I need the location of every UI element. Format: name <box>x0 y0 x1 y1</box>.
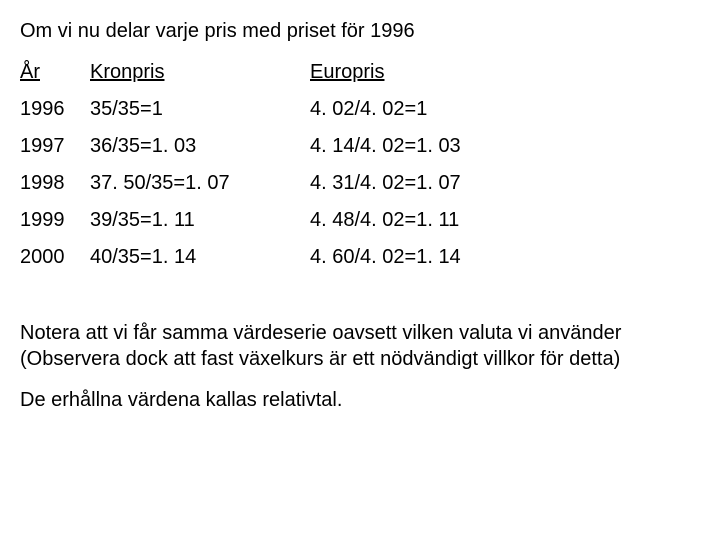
cell-kron: 40/35=1. 14 <box>90 246 310 283</box>
cell-euro: 4. 02/4. 02=1 <box>310 98 570 135</box>
note-1: Notera att vi får samma värdeserie oavse… <box>20 321 700 372</box>
cell-euro: 4. 60/4. 02=1. 14 <box>310 246 570 283</box>
table-row: 1997 36/35=1. 03 4. 14/4. 02=1. 03 <box>20 135 570 172</box>
note-2: De erhållna värdena kallas relativtal. <box>20 388 700 414</box>
cell-year: 1997 <box>20 135 90 172</box>
cell-kron: 39/35=1. 11 <box>90 209 310 246</box>
table-row: 1996 35/35=1 4. 02/4. 02=1 <box>20 98 570 135</box>
intro-text: Om vi nu delar varje pris med priset för… <box>20 20 700 43</box>
table-header-row: År Kronpris Europris <box>20 61 570 98</box>
cell-kron: 35/35=1 <box>90 98 310 135</box>
cell-year: 1996 <box>20 98 90 135</box>
cell-kron: 37. 50/35=1. 07 <box>90 172 310 209</box>
table-row: 1999 39/35=1. 11 4. 48/4. 02=1. 11 <box>20 209 570 246</box>
price-table: År Kronpris Europris 1996 35/35=1 4. 02/… <box>20 61 570 283</box>
cell-kron: 36/35=1. 03 <box>90 135 310 172</box>
table-body: 1996 35/35=1 4. 02/4. 02=1 1997 36/35=1.… <box>20 98 570 283</box>
cell-year: 1999 <box>20 209 90 246</box>
cell-euro: 4. 14/4. 02=1. 03 <box>310 135 570 172</box>
page: Om vi nu delar varje pris med priset för… <box>0 0 720 414</box>
header-kronpris: Kronpris <box>90 61 310 98</box>
table-row: 1998 37. 50/35=1. 07 4. 31/4. 02=1. 07 <box>20 172 570 209</box>
cell-year: 1998 <box>20 172 90 209</box>
cell-euro: 4. 31/4. 02=1. 07 <box>310 172 570 209</box>
table-head: År Kronpris Europris <box>20 61 570 98</box>
header-europris: Europris <box>310 61 570 98</box>
cell-euro: 4. 48/4. 02=1. 11 <box>310 209 570 246</box>
table-row: 2000 40/35=1. 14 4. 60/4. 02=1. 14 <box>20 246 570 283</box>
cell-year: 2000 <box>20 246 90 283</box>
header-year: År <box>20 61 90 98</box>
